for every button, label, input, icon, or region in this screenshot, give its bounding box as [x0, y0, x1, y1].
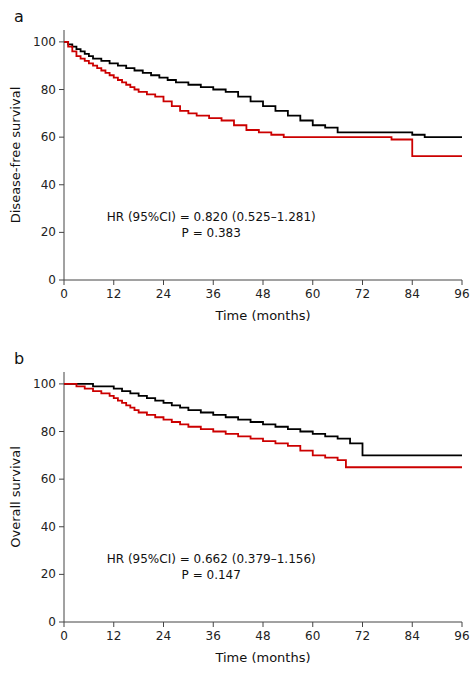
x-tick-label: 12 — [106, 629, 121, 643]
survival-curve — [64, 384, 462, 455]
series-group — [64, 42, 462, 156]
x-tick-label: 12 — [106, 287, 121, 301]
y-tick-label: 60 — [41, 472, 56, 486]
x-tick-label: 48 — [255, 287, 270, 301]
y-tick — [59, 184, 64, 185]
annotation: HR (95%CI) = 0.820 (0.525–1.281) — [107, 210, 316, 224]
x-tick-label: 0 — [60, 287, 68, 301]
y-axis-label: Overall survival — [8, 446, 23, 548]
y-tick-label: 0 — [48, 615, 56, 629]
y-tick-label: 0 — [48, 273, 56, 287]
x-tick — [64, 280, 65, 285]
panel-label: b — [14, 349, 24, 368]
annotation: P = 0.147 — [182, 568, 241, 582]
y-tick-label: 20 — [41, 225, 56, 239]
x-tick — [462, 622, 463, 627]
x-tick — [263, 622, 264, 627]
y-tick — [59, 431, 64, 432]
x-axis-label: Time (months) — [214, 308, 310, 323]
survival-curve — [64, 384, 462, 467]
y-tick — [59, 574, 64, 575]
x-tick — [362, 280, 363, 285]
survival-curve — [64, 42, 462, 137]
series-group — [64, 384, 462, 467]
y-tick-label: 40 — [41, 178, 56, 192]
x-tick-label: 36 — [206, 287, 221, 301]
x-tick — [263, 280, 264, 285]
x-tick — [163, 622, 164, 627]
x-tick — [312, 622, 313, 627]
x-tick — [64, 622, 65, 627]
x-axis-label: Time (months) — [214, 650, 310, 665]
x-tick-label: 48 — [255, 629, 270, 643]
x-tick — [113, 622, 114, 627]
y-tick-label: 60 — [41, 130, 56, 144]
x-tick-label: 96 — [454, 629, 469, 643]
y-tick — [59, 526, 64, 527]
y-tick-label: 40 — [41, 520, 56, 534]
y-tick-label: 100 — [33, 377, 56, 391]
y-tick — [59, 41, 64, 42]
annotation: P = 0.383 — [182, 226, 241, 240]
y-tick-label: 100 — [33, 35, 56, 49]
x-tick-label: 72 — [355, 287, 370, 301]
y-tick — [59, 232, 64, 233]
panel: 0 12 24 36 48 60 72 84 96 0 20 40 60 80 100 Time (month… — [8, 7, 470, 323]
background — [0, 0, 474, 695]
x-tick-label: 36 — [206, 629, 221, 643]
x-tick-label: 24 — [156, 287, 171, 301]
x-tick — [412, 622, 413, 627]
x-tick — [462, 280, 463, 285]
x-tick — [362, 622, 363, 627]
x-tick-label: 60 — [305, 629, 320, 643]
x-tick — [412, 280, 413, 285]
x-tick-label: 24 — [156, 629, 171, 643]
panel-label: a — [14, 7, 24, 26]
x-tick — [213, 622, 214, 627]
survival-curve — [64, 42, 462, 156]
y-tick-label: 20 — [41, 567, 56, 581]
figure: 0 12 24 36 48 60 72 84 96 0 20 40 60 80 100 Time (month… — [0, 0, 474, 695]
x-tick — [213, 280, 214, 285]
y-tick — [59, 89, 64, 90]
x-tick-label: 0 — [60, 629, 68, 643]
x-tick — [163, 280, 164, 285]
y-tick — [59, 383, 64, 384]
y-axis — [64, 30, 65, 280]
y-tick-label: 80 — [41, 83, 56, 97]
x-tick-label: 96 — [454, 287, 469, 301]
x-tick-label: 84 — [405, 629, 420, 643]
x-tick-label: 72 — [355, 629, 370, 643]
y-tick — [59, 137, 64, 138]
x-tick — [113, 280, 114, 285]
panel: 0 12 24 36 48 60 72 84 96 0 20 40 60 80 100 Time (month… — [8, 349, 470, 665]
y-axis-label: Disease-free survival — [8, 87, 23, 224]
x-tick-label: 60 — [305, 287, 320, 301]
y-tick — [59, 280, 64, 281]
x-tick — [312, 280, 313, 285]
y-tick — [59, 479, 64, 480]
y-axis — [64, 372, 65, 622]
y-tick-label: 80 — [41, 425, 56, 439]
y-tick — [59, 622, 64, 623]
annotation: HR (95%CI) = 0.662 (0.379–1.156) — [107, 552, 316, 566]
x-tick-label: 84 — [405, 287, 420, 301]
